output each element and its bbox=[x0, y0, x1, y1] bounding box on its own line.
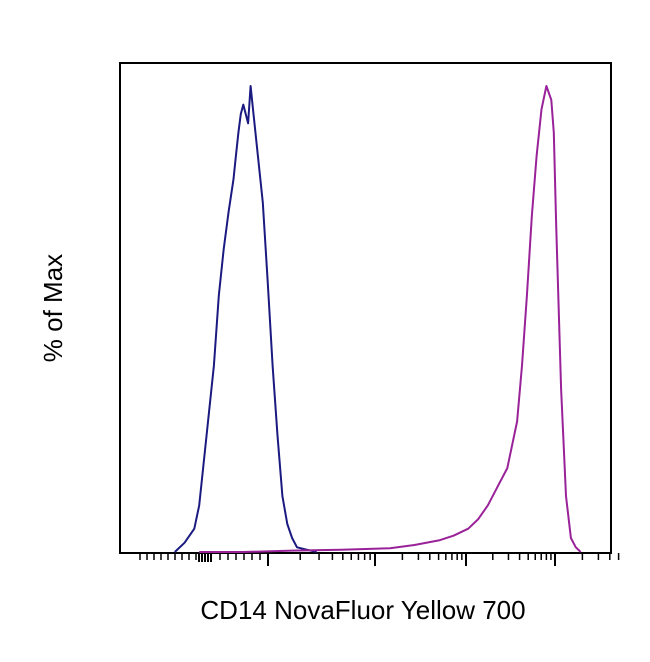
x-axis-ticks bbox=[139, 553, 620, 566]
plot-frame bbox=[119, 62, 612, 554]
series-line-0 bbox=[174, 85, 317, 553]
x-axis-label: CD14 NovaFluor Yellow 700 bbox=[200, 595, 525, 625]
series-line-1 bbox=[199, 85, 582, 553]
y-axis-label: % of Max bbox=[38, 254, 68, 362]
series-group bbox=[174, 85, 582, 553]
